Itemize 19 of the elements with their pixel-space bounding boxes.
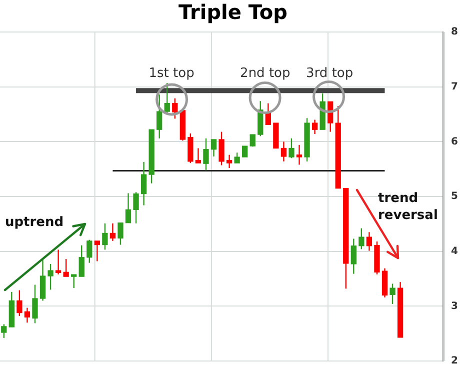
candlestick: [71, 274, 77, 289]
y-tick-label: 5: [451, 191, 458, 202]
annotation: trend reversal: [378, 190, 439, 224]
candlestick: [48, 263, 54, 290]
y-tick-label: 8: [451, 26, 458, 38]
chart-title: Triple Top: [178, 0, 288, 24]
annotation: 1st top: [148, 65, 194, 82]
candlestick: [242, 146, 248, 158]
y-tick-label: 6: [451, 136, 458, 148]
y-tick-label: 3: [451, 300, 458, 312]
candlestick: [390, 283, 396, 305]
annotation: 3rd top: [306, 65, 354, 82]
y-tick-label: 4: [451, 246, 458, 257]
y-tick-label: 2: [451, 356, 458, 367]
annotation: uptrend: [5, 214, 64, 232]
annotation: 2nd top: [240, 65, 290, 82]
y-tick-label: 7: [451, 81, 458, 92]
candlestick: [234, 152, 240, 164]
candlestick: [273, 122, 279, 149]
